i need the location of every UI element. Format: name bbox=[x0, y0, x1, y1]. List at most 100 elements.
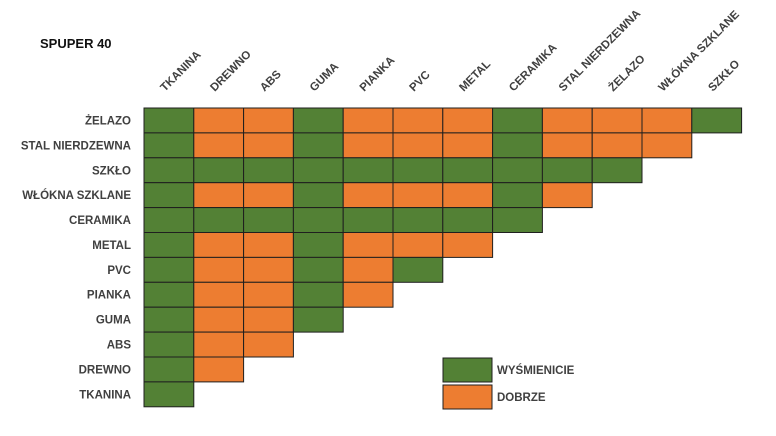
matrix-cell bbox=[193, 232, 245, 258]
matrix-cell bbox=[143, 306, 195, 333]
legend-swatch bbox=[442, 384, 493, 410]
matrix-cell bbox=[143, 232, 195, 258]
row-label: CERAMIKA bbox=[69, 215, 131, 227]
row-label: DREWNO bbox=[79, 364, 131, 376]
matrix-cell bbox=[342, 207, 394, 234]
matrix-cell bbox=[492, 132, 543, 159]
matrix-cell bbox=[442, 157, 494, 184]
matrix-cell bbox=[442, 232, 494, 258]
matrix-cell bbox=[492, 207, 543, 234]
matrix-cell bbox=[541, 157, 593, 184]
row-label: ABS bbox=[107, 340, 132, 352]
matrix-cell bbox=[442, 207, 494, 234]
matrix-cell bbox=[143, 132, 195, 159]
matrix-cell bbox=[342, 182, 394, 209]
matrix-cell bbox=[342, 157, 394, 184]
matrix-cell bbox=[591, 132, 643, 159]
matrix-cell bbox=[292, 107, 344, 134]
matrix-cell bbox=[243, 306, 294, 333]
column-label: ABS bbox=[258, 68, 284, 94]
column-label: DREWNO bbox=[208, 49, 254, 95]
matrix-cell bbox=[292, 306, 344, 333]
matrix-cell bbox=[392, 256, 444, 283]
matrix-cell bbox=[342, 107, 394, 134]
matrix-cell bbox=[392, 132, 444, 159]
matrix-cell bbox=[143, 207, 195, 234]
matrix-cell bbox=[392, 232, 444, 258]
matrix-cell bbox=[442, 107, 494, 134]
matrix-cell bbox=[243, 107, 294, 134]
row-label: PIANKA bbox=[87, 290, 131, 302]
matrix-cell bbox=[492, 182, 543, 209]
row-label: METAL bbox=[92, 240, 131, 252]
matrix-cell bbox=[641, 132, 693, 159]
legend-label: DOBRZE bbox=[497, 392, 546, 404]
legend-label: WYŚMIENICIE bbox=[497, 364, 575, 377]
matrix-cell bbox=[292, 232, 344, 258]
matrix-cell bbox=[342, 232, 394, 258]
matrix-cell bbox=[691, 107, 743, 134]
matrix-cell bbox=[193, 157, 245, 184]
matrix-cell bbox=[243, 331, 294, 358]
matrix-cell bbox=[591, 107, 643, 134]
matrix-cell bbox=[342, 256, 394, 283]
matrix-cell bbox=[193, 132, 245, 159]
matrix-cell bbox=[243, 281, 294, 308]
matrix-cell bbox=[392, 207, 444, 234]
row-label: WŁÓKNA SZKLANE bbox=[22, 189, 131, 202]
matrix-cell bbox=[541, 107, 593, 134]
matrix-cell bbox=[243, 157, 294, 184]
matrix-cell bbox=[193, 256, 245, 283]
matrix-cell bbox=[193, 281, 245, 308]
row-label: PVC bbox=[107, 265, 131, 277]
matrix-cell bbox=[143, 356, 195, 383]
row-label: GUMA bbox=[96, 315, 131, 327]
matrix-cell bbox=[143, 331, 195, 358]
matrix-cell bbox=[292, 132, 344, 159]
matrix-cell bbox=[243, 132, 294, 159]
column-label: PVC bbox=[408, 69, 433, 94]
matrix-cell bbox=[442, 132, 494, 159]
row-label: ŻELAZO bbox=[85, 115, 131, 128]
matrix-cell bbox=[143, 381, 195, 408]
matrix-cell bbox=[292, 182, 344, 209]
matrix-cell bbox=[243, 182, 294, 209]
matrix-cell bbox=[243, 232, 294, 258]
matrix-cell bbox=[541, 132, 593, 159]
matrix-cell bbox=[243, 207, 294, 234]
row-label: STAL NIERDZEWNA bbox=[21, 140, 131, 152]
matrix-cell bbox=[392, 157, 444, 184]
column-label: CERAMIKA bbox=[507, 42, 559, 94]
matrix-cell bbox=[143, 281, 195, 308]
matrix-cell bbox=[342, 132, 394, 159]
matrix-cell bbox=[292, 256, 344, 283]
column-label: ŻELAZO bbox=[606, 52, 648, 94]
legend-swatch bbox=[442, 357, 493, 383]
column-label: GUMA bbox=[308, 61, 341, 94]
column-label: METAL bbox=[457, 58, 493, 94]
chart-title: SPUPER 40 bbox=[40, 36, 112, 51]
matrix-cell bbox=[342, 281, 394, 308]
matrix-cell bbox=[143, 157, 195, 184]
column-label: SZKŁO bbox=[706, 58, 742, 94]
matrix-cell bbox=[591, 157, 643, 184]
matrix-cell bbox=[492, 107, 543, 134]
matrix-cell bbox=[193, 356, 245, 383]
matrix-cell bbox=[193, 107, 245, 134]
matrix-cell bbox=[292, 281, 344, 308]
matrix-cell bbox=[193, 207, 245, 234]
matrix-cell bbox=[641, 107, 693, 134]
column-label: STAL NIERDZEWNA bbox=[557, 8, 643, 94]
matrix-cell bbox=[492, 157, 543, 184]
matrix-cell bbox=[243, 256, 294, 283]
column-label: WŁÓKNA SZKLANE bbox=[656, 8, 742, 94]
matrix-cell bbox=[292, 207, 344, 234]
matrix-cell bbox=[143, 182, 195, 209]
matrix-cell bbox=[193, 182, 245, 209]
matrix-cell bbox=[392, 182, 444, 209]
matrix-cell bbox=[541, 182, 593, 209]
matrix-cell bbox=[392, 107, 444, 134]
matrix-cell bbox=[143, 107, 195, 134]
matrix-cell bbox=[193, 331, 245, 358]
